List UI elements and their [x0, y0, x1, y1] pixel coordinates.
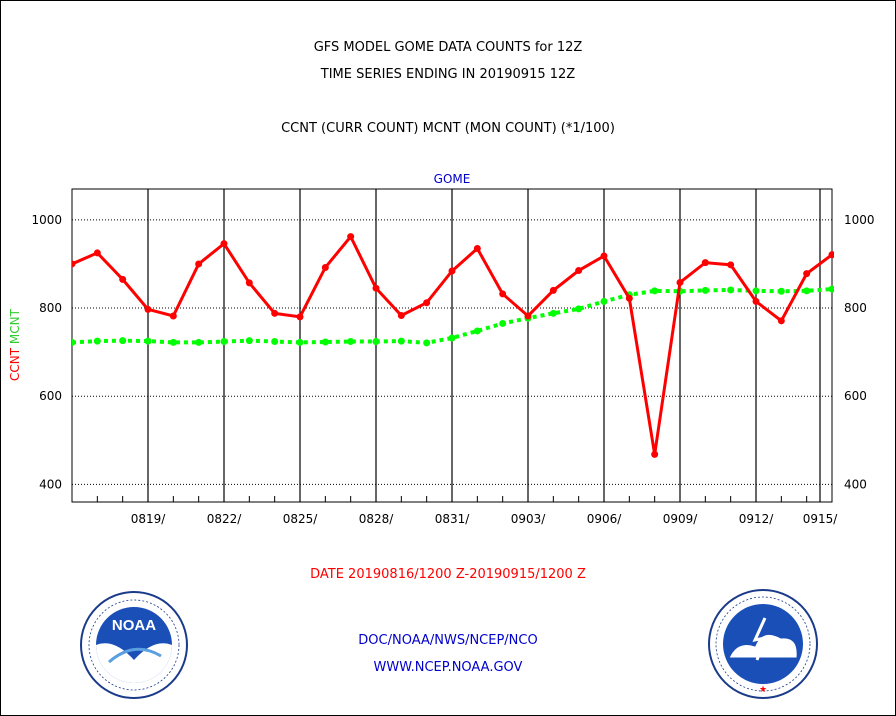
ccnt-point [600, 252, 608, 260]
x-tick-label: 0903/ [511, 512, 547, 526]
series-legend-line: CCNT (CURR COUNT) MCNT (MON COUNT) (*1/1… [281, 121, 615, 136]
ccnt-point [448, 267, 456, 275]
agency-label: DOC/NOAA/NWS/NCEP/NCO [358, 633, 538, 648]
ccnt-point [347, 233, 355, 241]
mcnt-point [372, 338, 380, 346]
ccnt-point [72, 260, 76, 268]
mcnt-point [119, 337, 127, 345]
panel-title: GOME [434, 172, 471, 186]
ccnt-point [625, 294, 633, 302]
mcnt-point [448, 334, 456, 342]
mcnt-point [144, 337, 152, 345]
ccnt-point [372, 284, 380, 292]
mcnt-point [245, 337, 253, 345]
ccnt-point [524, 312, 532, 320]
chart-title-line1: GFS MODEL GOME DATA COUNTS for 12Z [313, 40, 583, 55]
ccnt-point [296, 313, 304, 321]
ccnt-point [803, 270, 811, 278]
mcnt-point [397, 337, 405, 345]
x-tick-label: 0822/ [207, 512, 243, 526]
mcnt-point [271, 338, 279, 346]
mcnt-point [473, 327, 481, 335]
ccnt-point [93, 249, 101, 257]
ccnt-point [727, 261, 735, 269]
x-tick-label: 0915/ [803, 512, 839, 526]
y-tick-label-right: 1000 [844, 213, 875, 227]
x-tick-label: 0819/ [131, 512, 167, 526]
ccnt-point [169, 312, 177, 320]
mcnt-point [321, 338, 329, 346]
chart-title-line2: TIME SERIES ENDING IN 20190915 12Z [320, 67, 576, 82]
mcnt-point [296, 338, 304, 346]
x-tick-label: 0828/ [359, 512, 395, 526]
y-tick-label-left: 800 [39, 301, 62, 315]
mcnt-point [549, 309, 557, 317]
ccnt-point [651, 450, 659, 458]
y-tick-label-left: 600 [39, 389, 62, 403]
mcnt-point [651, 287, 659, 295]
mcnt-point [752, 287, 760, 295]
mcnt-point [701, 286, 709, 294]
ccnt-point [473, 245, 481, 253]
mcnt-point [169, 338, 177, 346]
y-tick-label-right: 400 [844, 477, 867, 491]
ccnt-point [777, 317, 785, 325]
mcnt-point [195, 338, 203, 346]
ccnt-point [752, 297, 760, 305]
x-tick-label: 0909/ [663, 512, 699, 526]
mcnt-point [423, 339, 431, 347]
x-tick-label: 0906/ [587, 512, 623, 526]
ccnt-point [701, 259, 709, 267]
ccnt-point [321, 263, 329, 271]
mcnt-point [828, 285, 834, 293]
ccnt-point [828, 251, 834, 259]
ccnt-point [119, 275, 127, 283]
noaa-logo: NOAA [80, 591, 188, 699]
ccnt-point [397, 312, 405, 320]
mcnt-point [727, 286, 735, 294]
ccnt-point [271, 309, 279, 317]
website-link[interactable]: WWW.NCEP.NOAA.GOV [373, 660, 523, 675]
y-axis-label-ccnt: CCNT [8, 344, 22, 381]
y-tick-label-right: 600 [844, 389, 867, 403]
mcnt-point [803, 287, 811, 295]
mcnt-point [777, 287, 785, 295]
y-tick-label-right: 800 [844, 301, 867, 315]
date-range-label: DATE 20190816/1200 Z-20190915/1200 Z [310, 567, 586, 582]
mcnt-point [600, 297, 608, 305]
x-tick-label: 0825/ [283, 512, 319, 526]
y-axis-label-mcnt: MCNT [8, 308, 22, 344]
ccnt-point [423, 299, 431, 307]
x-tick-label: 0912/ [739, 512, 775, 526]
x-tick-label: 0831/ [435, 512, 471, 526]
mcnt-point [93, 337, 101, 345]
ccnt-point [144, 305, 152, 313]
mcnt-point [347, 338, 355, 346]
mcnt-point [72, 338, 76, 346]
ccnt-point [499, 290, 507, 298]
ccnt-point [220, 240, 228, 248]
y-tick-label-left: 400 [39, 477, 62, 491]
mcnt-point [575, 305, 583, 313]
nws-logo: ★ [708, 589, 818, 699]
noaa-logo-text: NOAA [112, 617, 156, 634]
nws-star-icon: ★ [759, 685, 767, 695]
ccnt-point [575, 267, 583, 275]
ccnt-point [245, 279, 253, 287]
ccnt-point [195, 260, 203, 268]
y-axis-label: CCNT MCNT [8, 308, 22, 381]
y-tick-label-left: 1000 [31, 213, 62, 227]
mcnt-point [220, 338, 228, 346]
mcnt-point [499, 319, 507, 327]
ccnt-point [676, 278, 684, 286]
ccnt-point [549, 286, 557, 294]
